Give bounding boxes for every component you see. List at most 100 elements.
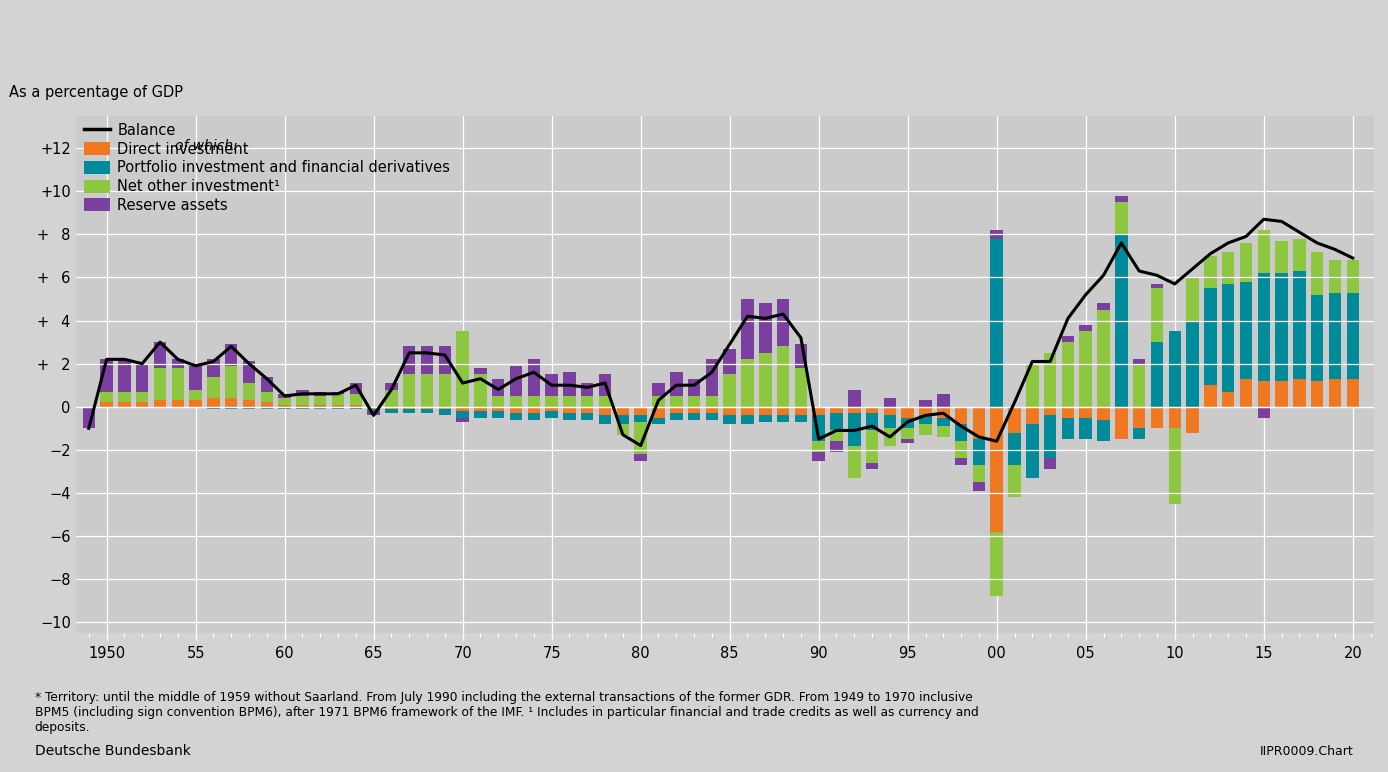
- Bar: [261, 377, 273, 391]
- Bar: [332, 391, 344, 394]
- Bar: [225, 398, 237, 407]
- Bar: [795, 407, 806, 415]
- Bar: [421, 374, 433, 407]
- Bar: [261, 407, 273, 409]
- Bar: [421, 347, 433, 374]
- Bar: [848, 407, 861, 413]
- Bar: [564, 372, 576, 396]
- Bar: [172, 400, 185, 407]
- Bar: [386, 390, 398, 407]
- Bar: [118, 402, 130, 407]
- Bar: [368, 409, 380, 411]
- Bar: [670, 396, 683, 407]
- Bar: [795, 368, 806, 407]
- Bar: [795, 415, 806, 422]
- Bar: [1205, 288, 1216, 385]
- Bar: [670, 372, 683, 396]
- Bar: [279, 394, 291, 398]
- Bar: [350, 407, 362, 409]
- Bar: [688, 407, 701, 413]
- Bar: [973, 407, 985, 439]
- Bar: [759, 415, 772, 422]
- Bar: [1080, 331, 1092, 407]
- Bar: [207, 407, 219, 409]
- Bar: [991, 239, 1004, 407]
- Bar: [261, 391, 273, 402]
- Bar: [705, 413, 718, 420]
- Bar: [279, 407, 291, 409]
- Bar: [670, 407, 683, 413]
- Bar: [884, 398, 897, 407]
- Bar: [955, 442, 967, 459]
- Bar: [759, 407, 772, 415]
- Bar: [1294, 239, 1306, 271]
- Bar: [136, 364, 149, 391]
- Bar: [1098, 303, 1110, 310]
- Bar: [296, 405, 308, 407]
- Bar: [1044, 459, 1056, 469]
- Bar: [598, 415, 611, 424]
- Bar: [884, 415, 897, 428]
- Bar: [848, 413, 861, 445]
- Bar: [100, 391, 112, 402]
- Bar: [777, 407, 790, 415]
- Bar: [759, 303, 772, 353]
- Bar: [82, 407, 94, 428]
- Bar: [937, 426, 949, 437]
- Bar: [616, 407, 629, 415]
- Bar: [475, 411, 487, 418]
- Bar: [189, 400, 201, 407]
- Bar: [991, 407, 1004, 532]
- Bar: [136, 391, 149, 402]
- Bar: [616, 424, 629, 435]
- Bar: [421, 407, 433, 409]
- Bar: [243, 383, 255, 400]
- Bar: [350, 383, 362, 394]
- Bar: [812, 415, 824, 442]
- Bar: [1026, 407, 1038, 424]
- Bar: [279, 398, 291, 405]
- Bar: [919, 400, 931, 407]
- Bar: [598, 407, 611, 415]
- Bar: [955, 407, 967, 424]
- Bar: [457, 407, 469, 411]
- Bar: [368, 411, 380, 415]
- Bar: [973, 482, 985, 491]
- Bar: [314, 407, 326, 409]
- Bar: [991, 230, 1004, 239]
- Bar: [812, 442, 824, 452]
- Bar: [296, 396, 308, 405]
- Bar: [118, 359, 130, 391]
- Bar: [386, 383, 398, 390]
- Bar: [509, 366, 522, 396]
- Bar: [1346, 260, 1359, 293]
- Bar: [919, 424, 931, 435]
- Bar: [225, 366, 237, 398]
- Bar: [1205, 385, 1216, 407]
- Bar: [457, 411, 469, 418]
- Bar: [100, 359, 112, 391]
- Bar: [475, 374, 487, 407]
- Bar: [1008, 407, 1020, 432]
- Bar: [1044, 353, 1056, 407]
- Bar: [848, 390, 861, 407]
- Bar: [314, 396, 326, 405]
- Bar: [491, 411, 504, 418]
- Bar: [1098, 310, 1110, 407]
- Bar: [634, 415, 647, 422]
- Bar: [1310, 295, 1323, 381]
- Bar: [866, 407, 879, 413]
- Bar: [136, 402, 149, 407]
- Bar: [652, 407, 665, 418]
- Bar: [1008, 432, 1020, 465]
- Bar: [172, 359, 185, 368]
- Bar: [1221, 252, 1234, 284]
- Bar: [723, 415, 736, 424]
- Bar: [830, 413, 843, 431]
- Bar: [741, 415, 754, 424]
- Bar: [973, 465, 985, 482]
- Bar: [1008, 465, 1020, 497]
- Bar: [421, 409, 433, 413]
- Bar: [154, 400, 167, 407]
- Bar: [1133, 407, 1145, 428]
